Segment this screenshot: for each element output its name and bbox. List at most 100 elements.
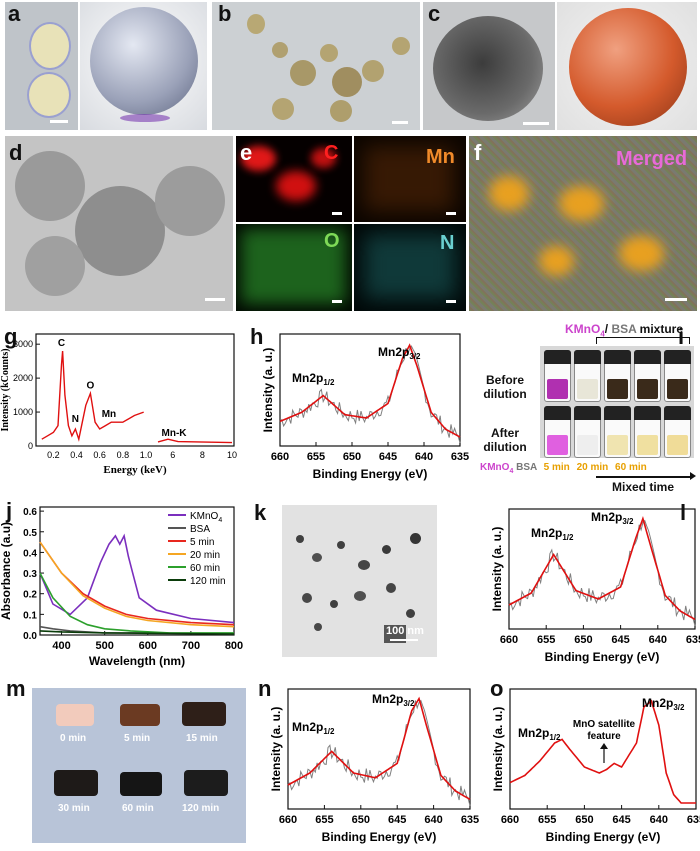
fit-curve	[287, 696, 471, 801]
x-tick-label: 655	[538, 814, 556, 826]
x-tick-label: 8	[200, 450, 205, 460]
x-tick-label: 650	[575, 814, 593, 826]
chart-n: 660 655 650 645 640 635 Binding Energy (eV) Int…	[269, 688, 479, 844]
m-label-60: 60 min	[122, 803, 154, 814]
i-header-sub: 4	[600, 329, 605, 339]
legend-label-0: KMnO4	[190, 511, 222, 524]
m-label-0: 0 min	[60, 733, 87, 744]
i-cap-bsa: BSA	[516, 462, 537, 473]
i-row2b: dilution	[483, 440, 527, 454]
eds-map-o	[236, 224, 352, 311]
panel-label-f: f	[474, 140, 482, 165]
i-header-slash: /	[604, 322, 612, 336]
x-axis-label: Binding Energy (eV)	[313, 467, 428, 481]
x-axis-label: Binding Energy (eV)	[322, 830, 437, 844]
x-tick-label: 660	[279, 814, 297, 826]
vial	[574, 406, 601, 458]
scale-bar	[332, 300, 342, 303]
panel-label-o: o	[490, 676, 504, 701]
vial-cap	[664, 350, 691, 364]
panel-m-photo: 0 min 5 min 15 min 30 min 60 min 120 min	[32, 688, 246, 843]
x-tick-label: 640	[424, 814, 442, 826]
panel-label-a: a	[8, 1, 21, 26]
peak-label-n: N	[72, 414, 79, 425]
i-row-label-after: After dilution	[473, 426, 537, 454]
peak-label-mn2p32: Mn2p3/2	[642, 696, 685, 712]
x-tick-label: 640	[650, 814, 668, 826]
x-tick-label: 660	[500, 634, 518, 646]
eds-map-c	[236, 136, 352, 222]
scale-bar	[392, 121, 408, 124]
y-tick-label: 0.3	[23, 569, 37, 580]
panel-label-n: n	[258, 676, 272, 701]
fit-curve	[508, 515, 696, 621]
vial-liquid	[547, 379, 568, 399]
y-tick-label: 0.4	[23, 548, 37, 559]
vial-cap	[664, 406, 691, 420]
y-axis-label: Intensity (a. u.)	[491, 707, 505, 792]
x-tick-label: 645	[611, 634, 629, 646]
k-scale-label: 100 nm	[386, 625, 424, 637]
i-row-label-before: Before dilution	[473, 373, 537, 401]
panel-label-m: m	[6, 676, 26, 701]
i-row2a: After	[490, 426, 519, 440]
scale-bar	[50, 120, 68, 123]
eds-spectrum-line	[41, 350, 144, 442]
x-tick-label: 0.2	[47, 450, 60, 460]
chart-o: 660 655 650 645 640 635 Binding Energy (eV) Int…	[491, 688, 700, 844]
m-label-120: 120 min	[182, 803, 220, 814]
x-tick-label: 600	[139, 640, 157, 652]
i-xlabel: Mixed time	[612, 480, 675, 494]
x-tick-label: 655	[537, 634, 555, 646]
y-tick-label: 3000	[13, 339, 33, 349]
vial-liquid	[667, 435, 688, 455]
y-tick-label: 0.2	[23, 590, 37, 601]
y-tick-label: 0.5	[23, 528, 37, 539]
peak-label-c: C	[58, 338, 65, 349]
eds-map-mn	[354, 136, 466, 222]
vial-liquid	[577, 379, 598, 399]
scale-bar	[446, 300, 456, 303]
x-tick-label: 640	[415, 451, 433, 463]
x-tick-label: 0.4	[70, 450, 83, 460]
x-tick-label: 650	[343, 451, 361, 463]
scale-bar	[665, 298, 687, 301]
fit-curve	[279, 343, 461, 438]
raw-trace	[508, 519, 696, 626]
i-cap-sub: 4	[509, 468, 514, 475]
i-header-kmno4: KMnO	[565, 322, 601, 336]
vial-liquid	[607, 379, 628, 399]
eds-label-c: C	[324, 142, 339, 164]
m-label-5: 5 min	[124, 733, 151, 744]
x-tick-label: 650	[574, 634, 592, 646]
legend-label-2: 5 min	[190, 537, 214, 548]
panel-k-tem: 100 nm	[282, 505, 437, 657]
panel-label-e: e	[240, 140, 253, 165]
x-tick-label: 635	[687, 814, 700, 826]
y-tick-label: 0.6	[23, 507, 37, 518]
panel-label-d: d	[9, 140, 23, 165]
x-axis-label: Binding Energy (eV)	[545, 650, 660, 664]
x-tick-label: 1.0	[140, 450, 153, 460]
panel-label-k: k	[254, 500, 267, 525]
i-header-suffix: mixture	[636, 322, 684, 336]
vial	[634, 406, 661, 458]
series-line-5	[39, 630, 235, 635]
x-axis-label: Wavelength (nm)	[89, 654, 185, 668]
x-tick-label: 645	[612, 814, 630, 826]
i-row1b: dilution	[483, 387, 527, 401]
y-axis-label: Intensity (a. u.)	[261, 348, 275, 433]
panel-a-micrograph	[5, 2, 78, 130]
panel-label-j: j	[6, 498, 13, 523]
x-tick-label: 635	[686, 634, 700, 646]
x-tick-label: 400	[52, 640, 70, 652]
plot-frame	[287, 688, 471, 810]
x-tick-label: 660	[271, 451, 289, 463]
i-cap-t3: 60 min	[615, 462, 647, 473]
panel-d-micrograph	[5, 136, 233, 311]
plot-frame	[35, 333, 235, 447]
panel-a-render	[80, 2, 207, 130]
x-tick-label: 645	[388, 814, 406, 826]
satellite-label-2: feature	[587, 731, 621, 742]
peak-label-mn2p12: Mn2p1/2	[292, 720, 335, 736]
